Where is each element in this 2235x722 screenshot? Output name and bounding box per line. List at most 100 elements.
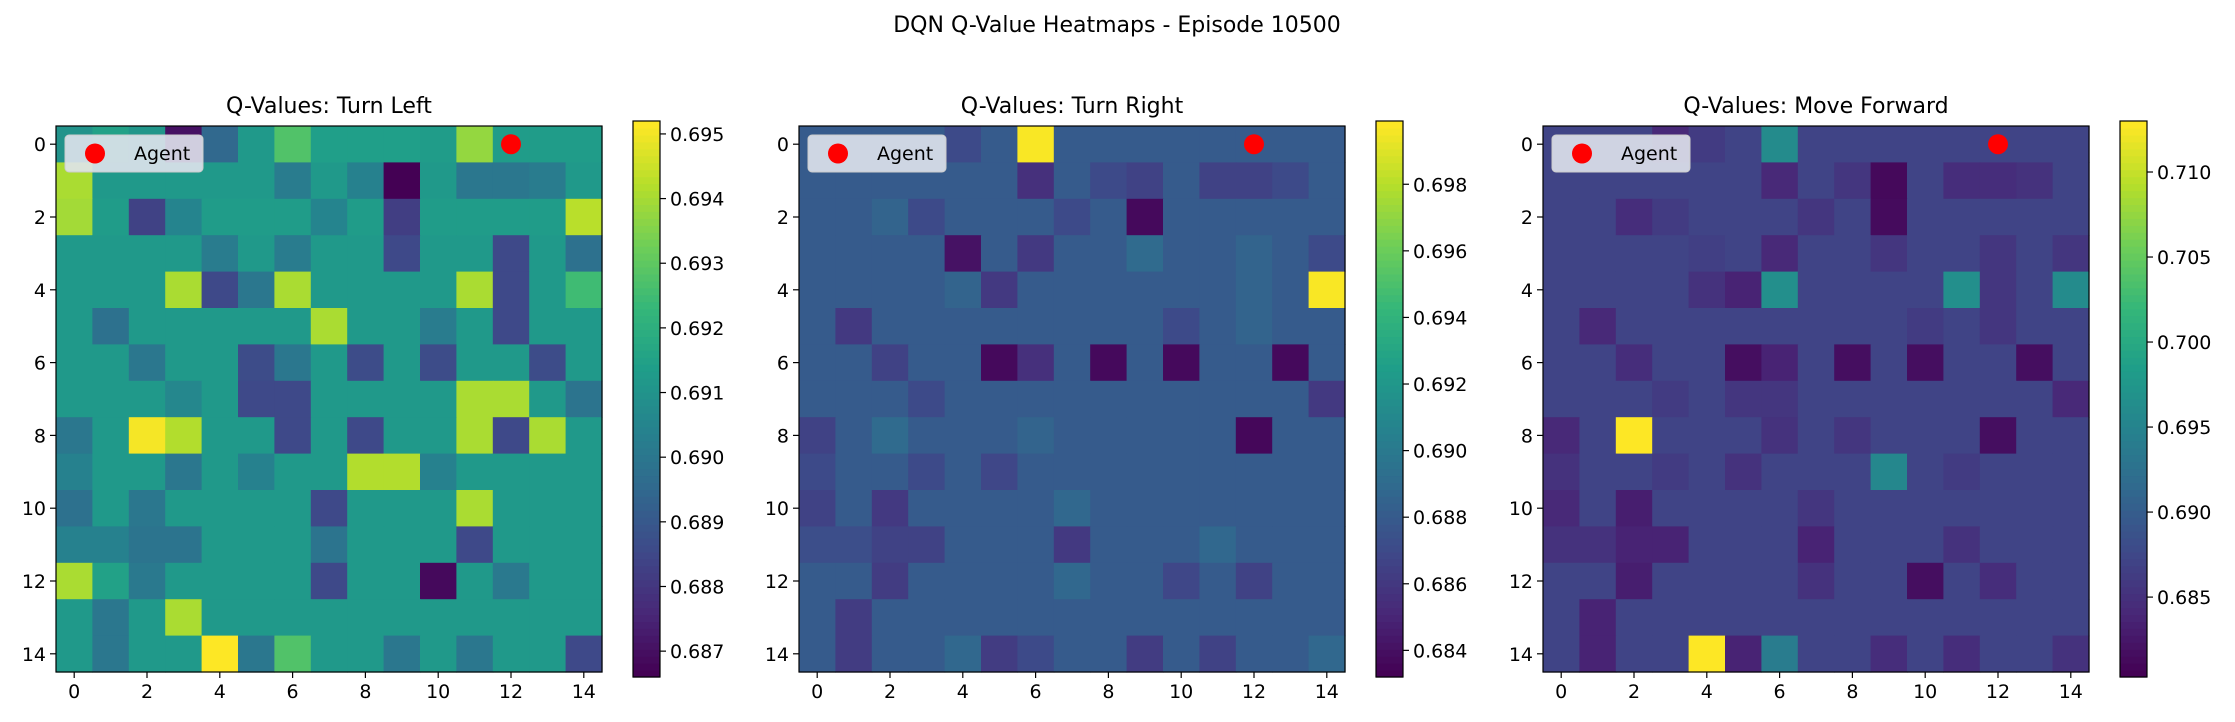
colorbar-segment bbox=[2120, 329, 2147, 338]
heatmap-cell bbox=[492, 599, 530, 637]
heatmap-cell bbox=[1615, 599, 1653, 637]
heatmap-cell bbox=[310, 308, 348, 345]
y-tick-label: 2 bbox=[34, 207, 46, 229]
heatmap-cell bbox=[420, 562, 457, 600]
colorbar-segment bbox=[2120, 517, 2147, 525]
heatmap-cell bbox=[565, 198, 603, 236]
heatmap-cell bbox=[2016, 526, 2054, 564]
colorbar-tick-label: 0.692 bbox=[1413, 374, 1467, 396]
colorbar-segment bbox=[2120, 308, 2147, 317]
heatmap-cell bbox=[238, 271, 275, 309]
colorbar-segment bbox=[2120, 565, 2147, 574]
heatmap-cell bbox=[1979, 344, 2017, 382]
colorbar-segment bbox=[2120, 621, 2147, 629]
colorbar-segment bbox=[633, 572, 660, 581]
axes-frame bbox=[55, 125, 603, 673]
heatmap-cell bbox=[1090, 635, 1128, 673]
heatmap-cell bbox=[92, 490, 130, 527]
heatmap-cell bbox=[1090, 308, 1128, 345]
heatmap-cell bbox=[1017, 380, 1055, 418]
colorbar-segment bbox=[2120, 496, 2147, 504]
heatmap-cell bbox=[56, 562, 93, 600]
y-tick-label: 12 bbox=[765, 571, 789, 593]
heatmap-cell bbox=[165, 453, 203, 491]
colorbar-segment bbox=[2120, 357, 2147, 365]
heatmap-cell bbox=[1126, 126, 1164, 163]
heatmap-cell bbox=[1870, 344, 1908, 382]
x-tick-label: 14 bbox=[1315, 681, 1339, 703]
heatmap-cell bbox=[492, 235, 530, 273]
heatmap-cell bbox=[1579, 599, 1617, 637]
x-tick-label: 2 bbox=[884, 681, 896, 703]
heatmap-cell bbox=[92, 198, 130, 236]
heatmap-cell bbox=[1688, 344, 1726, 382]
heatmap-cell bbox=[1907, 198, 1944, 236]
colorbar-segment bbox=[633, 607, 660, 616]
heatmap-cell bbox=[274, 235, 312, 273]
heatmap-cell bbox=[1053, 453, 1091, 491]
y-tick-label: 14 bbox=[765, 644, 789, 666]
x-tick-label: 8 bbox=[1846, 681, 1858, 703]
heatmap-cell bbox=[908, 490, 946, 527]
heatmap-cell bbox=[1308, 562, 1346, 600]
heatmap-cell bbox=[165, 526, 203, 564]
colorbar-tick-label: 0.690 bbox=[2157, 502, 2211, 524]
heatmap-cell bbox=[165, 490, 203, 527]
heatmap-cell bbox=[529, 126, 567, 163]
heatmap-cell bbox=[1163, 271, 1200, 309]
heatmap-cell bbox=[92, 453, 130, 491]
heatmap-cell bbox=[238, 490, 275, 527]
colorbar-segment bbox=[1376, 656, 1403, 664]
colorbar-segment bbox=[2120, 489, 2147, 497]
heatmap-cell bbox=[1163, 308, 1200, 345]
heatmap-cell bbox=[1053, 490, 1091, 527]
heatmap-cell bbox=[1053, 162, 1091, 200]
heatmap-cell bbox=[1688, 126, 1726, 163]
colorbar-segment bbox=[2120, 454, 2147, 463]
colorbar-segment bbox=[2120, 232, 2147, 240]
colorbar-segment bbox=[2120, 649, 2147, 657]
heatmap-cell bbox=[238, 308, 275, 345]
heatmap-cell bbox=[1199, 635, 1237, 673]
heatmap-cell bbox=[1943, 562, 1981, 600]
heatmap-cell bbox=[1017, 126, 1055, 163]
heatmap-cell bbox=[2052, 635, 2090, 673]
colorbar-segment bbox=[633, 183, 660, 192]
colorbar-segment bbox=[633, 350, 660, 358]
heatmap-cell bbox=[1870, 635, 1908, 673]
heatmap-cell bbox=[128, 490, 166, 527]
heatmap-cell bbox=[1308, 526, 1346, 564]
heatmap-cell bbox=[2052, 344, 2090, 382]
heatmap-cell bbox=[799, 271, 836, 309]
heatmap-cell bbox=[238, 453, 275, 491]
colorbar-tick-label: 0.689 bbox=[670, 512, 724, 534]
heatmap-cell bbox=[799, 235, 836, 273]
heatmap-cell bbox=[1272, 453, 1310, 491]
heatmap-cell bbox=[56, 417, 93, 455]
heatmap-cell bbox=[1761, 235, 1799, 273]
heatmap-cell bbox=[1126, 453, 1164, 491]
heatmap-cell bbox=[1235, 235, 1273, 273]
heatmap-cell bbox=[2052, 417, 2090, 455]
colorbar-tick-label: 0.688 bbox=[670, 576, 724, 598]
heatmap-cell bbox=[165, 308, 203, 345]
colorbar-tick-label: 0.694 bbox=[1413, 307, 1467, 329]
colorbar-segment bbox=[2120, 586, 2147, 595]
heatmap-cell bbox=[1870, 490, 1908, 527]
colorbar-segment bbox=[1376, 266, 1403, 275]
y-tick-label: 6 bbox=[777, 353, 789, 375]
colorbar-segment bbox=[633, 225, 660, 233]
heatmap-cell bbox=[565, 635, 603, 673]
heatmap-cell bbox=[1090, 271, 1128, 309]
heatmap-cell bbox=[420, 271, 457, 309]
y-tick-label: 12 bbox=[22, 571, 46, 593]
heatmap-cell bbox=[310, 271, 348, 309]
colorbar-segment bbox=[1376, 447, 1403, 456]
heatmap-cell bbox=[1761, 198, 1799, 236]
colorbar-segment bbox=[1376, 253, 1403, 261]
heatmap-cell bbox=[1235, 271, 1273, 309]
heatmap-cell bbox=[944, 162, 982, 200]
colorbar-segment bbox=[2120, 127, 2147, 136]
heatmap-cell bbox=[1126, 417, 1164, 455]
heatmap-cell bbox=[1199, 235, 1237, 273]
